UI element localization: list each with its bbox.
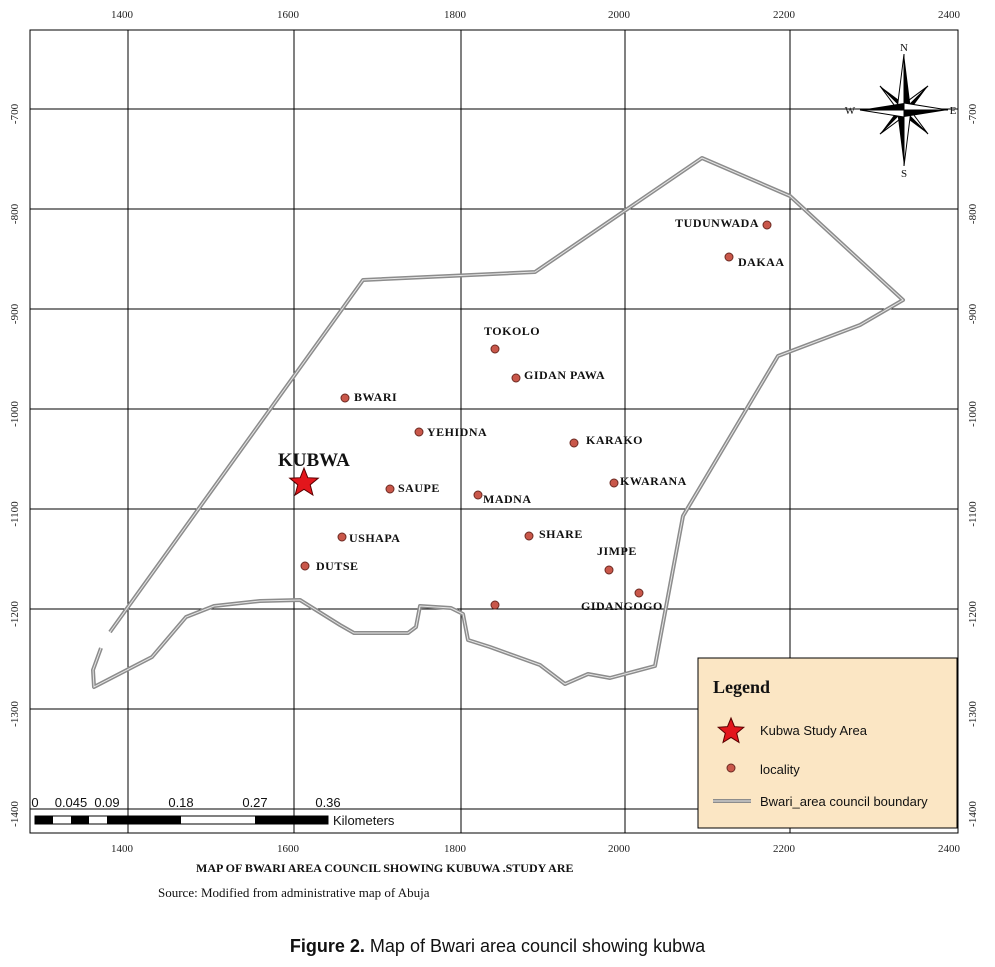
y-tick-label: -800 bbox=[9, 203, 21, 224]
scale-bar: 0 0.045 0.09 0.18 0.27 0.36 Kilometers bbox=[31, 795, 395, 828]
locality-label: KARAKO bbox=[586, 433, 643, 447]
y-tick-label: -1100 bbox=[967, 501, 979, 527]
x-tick-label: 2000 bbox=[608, 9, 631, 21]
y-tick-label: -1400 bbox=[967, 801, 979, 827]
compass-icon bbox=[859, 53, 949, 167]
y-ticks-left: -700 -800 -900 -1000 -1100 -1200 -1300 -… bbox=[9, 103, 21, 826]
figure-caption-text: Map of Bwari area council showing kubwa bbox=[364, 936, 706, 956]
x-tick-label: 2200 bbox=[773, 843, 796, 855]
compass-rose: N S E W bbox=[845, 42, 957, 180]
locality-label: KWARANA bbox=[620, 474, 687, 488]
locality-label: MADNA bbox=[483, 492, 532, 506]
locality-label: USHAPA bbox=[349, 531, 400, 545]
y-tick-label: -900 bbox=[967, 303, 979, 324]
legend: Legend Kubwa Study Area locality Bwari_a… bbox=[697, 657, 958, 829]
locality-label: TOKOLO bbox=[484, 324, 540, 338]
figure-caption: Figure 2. Map of Bwari area council show… bbox=[0, 936, 995, 957]
x-ticks-bottom: 1400 1600 1800 2000 2200 2400 bbox=[111, 843, 961, 855]
map-source: Source: Modified from administrative map… bbox=[158, 885, 430, 900]
y-tick-label: -1200 bbox=[9, 601, 21, 627]
x-tick-label: 1400 bbox=[111, 843, 134, 855]
compass-south: S bbox=[901, 168, 907, 180]
x-tick-label: 2400 bbox=[938, 9, 961, 21]
locality-kwarana: KWARANA bbox=[609, 474, 687, 488]
y-tick-label: -1100 bbox=[9, 501, 21, 527]
legend-title: Legend bbox=[713, 677, 770, 697]
x-tick-label: 1800 bbox=[444, 9, 467, 21]
y-tick-label: -1000 bbox=[967, 401, 979, 427]
locality-madna: MADNA bbox=[473, 490, 532, 506]
locality-karako: KARAKO bbox=[569, 433, 643, 448]
x-tick-label: 2400 bbox=[938, 843, 961, 855]
x-tick-label: 1800 bbox=[444, 843, 467, 855]
y-tick-label: -1000 bbox=[9, 401, 21, 427]
legend-label: Kubwa Study Area bbox=[760, 723, 868, 738]
scale-label: 0 bbox=[31, 795, 38, 810]
locality-tokolo: TOKOLO bbox=[484, 324, 540, 354]
y-tick-label: -1300 bbox=[967, 701, 979, 727]
locality-label: YEHIDNA bbox=[427, 425, 487, 439]
locality-share: SHARE bbox=[524, 527, 583, 541]
locality-gidan-pawa: GIDAN PAWA bbox=[511, 368, 605, 383]
scale-label: 0.36 bbox=[315, 795, 340, 810]
locality-label: SHARE bbox=[539, 527, 583, 541]
kubwa-label: KUBWA bbox=[278, 450, 350, 471]
y-ticks-right: -700 -800 -900 -1000 -1100 -1200 -1300 -… bbox=[967, 103, 979, 826]
locality-saupe: SAUPE bbox=[385, 481, 440, 495]
legend-locality-icon bbox=[726, 763, 736, 773]
x-tick-label: 1600 bbox=[277, 9, 300, 21]
locality-unnamed bbox=[490, 600, 500, 610]
locality-label: GIDANGOGO bbox=[581, 599, 663, 613]
scale-label: 0.18 bbox=[168, 795, 193, 810]
y-tick-label: -900 bbox=[9, 303, 21, 324]
figure-caption-label: Figure 2. bbox=[289, 936, 365, 956]
y-tick-label: -1400 bbox=[9, 801, 21, 827]
scale-unit: Kilometers bbox=[333, 813, 395, 828]
locality-label: TUDUNWADA bbox=[675, 216, 759, 230]
x-ticks-top: 1400 1600 1800 2000 2200 2400 bbox=[111, 9, 961, 21]
legend-star-icon bbox=[716, 716, 746, 744]
compass-west: W bbox=[845, 105, 856, 117]
locality-label: DAKAA bbox=[738, 255, 785, 269]
localities: TUDUNWADA DAKAA TOKOLO GIDAN PAWA BWARI … bbox=[300, 216, 785, 613]
x-tick-label: 2000 bbox=[608, 843, 631, 855]
x-tick-label: 2200 bbox=[773, 9, 796, 21]
locality-jimpe: JIMPE bbox=[597, 544, 637, 575]
x-tick-label: 1400 bbox=[111, 9, 134, 21]
locality-dutse: DUTSE bbox=[300, 559, 359, 573]
locality-bwari: BWARI bbox=[340, 390, 397, 404]
kubwa-study-area: KUBWA bbox=[278, 450, 350, 497]
locality-label: BWARI bbox=[354, 390, 397, 404]
x-tick-label: 1600 bbox=[277, 843, 300, 855]
scale-label: 0.045 bbox=[55, 795, 88, 810]
map-title: MAP OF BWARI AREA COUNCIL SHOWING KUBUWA… bbox=[196, 861, 574, 875]
locality-yehidna: YEHIDNA bbox=[414, 425, 487, 439]
locality-label: DUTSE bbox=[316, 559, 359, 573]
scale-label: 0.09 bbox=[94, 795, 119, 810]
locality-label: SAUPE bbox=[398, 481, 440, 495]
locality-dakaa: DAKAA bbox=[724, 252, 785, 269]
star-icon bbox=[288, 466, 320, 497]
bwari-council-boundary-core bbox=[92, 157, 904, 688]
compass-east: E bbox=[950, 105, 957, 117]
legend-label: Bwari_area council boundary bbox=[760, 794, 928, 809]
compass-north: N bbox=[900, 42, 908, 54]
y-tick-label: -1200 bbox=[967, 601, 979, 627]
y-tick-label: -700 bbox=[9, 103, 21, 124]
locality-gidangogo: GIDANGOGO bbox=[581, 588, 663, 613]
locality-label: JIMPE bbox=[597, 544, 637, 558]
y-tick-label: -1300 bbox=[9, 701, 21, 727]
locality-label: GIDAN PAWA bbox=[524, 368, 605, 382]
scale-label: 0.27 bbox=[242, 795, 267, 810]
legend-label: locality bbox=[760, 762, 800, 777]
y-tick-label: -800 bbox=[967, 203, 979, 224]
locality-ushapa: USHAPA bbox=[337, 531, 400, 545]
locality-tudunwada: TUDUNWADA bbox=[675, 216, 772, 230]
y-tick-label: -700 bbox=[967, 103, 979, 124]
